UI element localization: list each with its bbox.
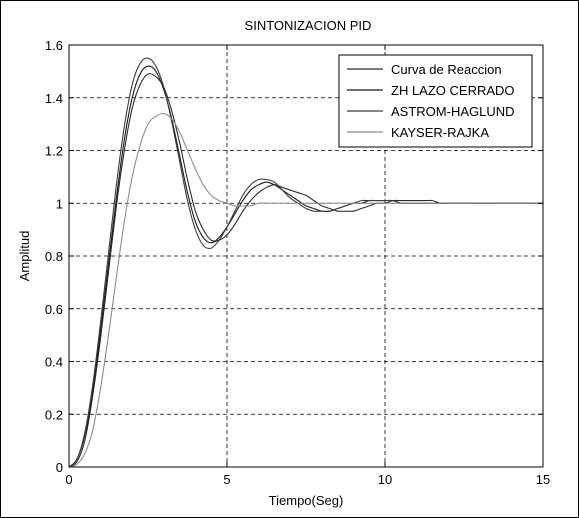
x-tick-label: 10 [378, 472, 392, 487]
y-tick-label: 1.4 [45, 91, 63, 106]
series-group [68, 57, 543, 468]
legend-label: ASTROM-HAGLUND [391, 104, 515, 119]
y-tick-label: 0.8 [45, 249, 63, 264]
x-axis-label: Tiempo(Seg) [269, 493, 344, 508]
y-tick-label: 1.2 [45, 144, 63, 159]
y-tick-label: 0 [56, 460, 63, 475]
y-tick-label: 0.2 [45, 407, 63, 422]
x-tick-label: 5 [223, 472, 230, 487]
y-axis-label: Amplitud [17, 231, 32, 282]
legend-label: ZH LAZO CERRADO [391, 83, 515, 98]
legend-label: Curva de Reaccion [391, 62, 502, 77]
y-tick-label: 0.4 [45, 355, 63, 370]
legend-label: KAYSER-RAJKA [391, 125, 489, 140]
x-tick-label: 0 [65, 472, 72, 487]
legend: Curva de Reaccion ZH LAZO CERRADO ASTROM-H… [338, 54, 533, 148]
x-tick-label: 15 [536, 472, 550, 487]
y-tick-label: 0.6 [45, 302, 63, 317]
tick-group: 0 5 10 15 0 0.2 0.4 0.6 0.8 1 1.2 1.4 1.6 [45, 38, 550, 487]
series-line-4 [68, 112, 543, 468]
y-tick-label: 1.6 [45, 38, 63, 53]
y-tick-label: 1 [56, 196, 63, 211]
chart-title: SINTONIZACION PID [245, 18, 372, 33]
